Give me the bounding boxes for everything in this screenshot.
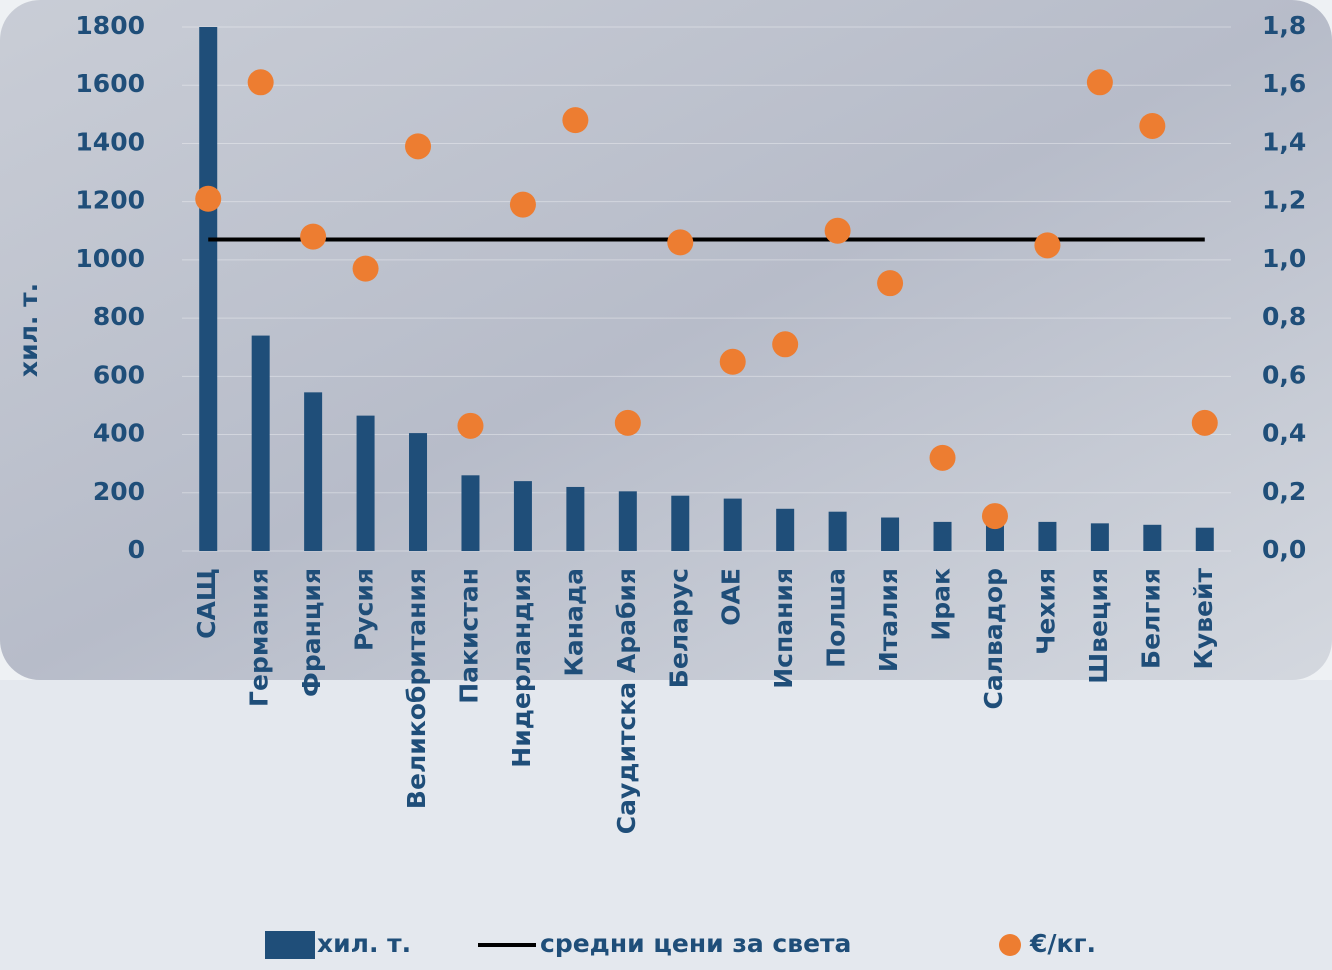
- y-tick-label: 1200: [75, 186, 145, 215]
- y2-tick-label: 1,0: [1262, 244, 1306, 273]
- y2-tick-label: 1,4: [1262, 127, 1306, 156]
- legend-label: €/кг.: [1029, 929, 1096, 958]
- y-tick-label: 0: [128, 535, 145, 564]
- x-tick-label: Пакистан: [454, 568, 483, 704]
- y-tick-label: 200: [93, 477, 145, 506]
- bar: [881, 517, 900, 551]
- legend-swatch: [265, 931, 315, 959]
- y2-tick-label: 0,0: [1262, 535, 1306, 564]
- bar: [356, 415, 375, 551]
- y-tick-label: 600: [93, 360, 145, 389]
- bar: [1038, 521, 1057, 551]
- bar: [828, 511, 847, 551]
- legend-label: хил. т.: [317, 929, 411, 958]
- price-dot: [981, 503, 1008, 530]
- price-dot: [195, 185, 222, 212]
- x-tick-label: ОАЕ: [717, 568, 746, 626]
- y-tick-label: 400: [93, 419, 145, 448]
- bar: [566, 486, 585, 551]
- x-tick-label: Великобритания: [402, 568, 431, 809]
- price-dot: [457, 412, 484, 439]
- bar: [671, 495, 690, 551]
- bar: [513, 481, 532, 551]
- bar: [723, 498, 742, 551]
- bar: [304, 392, 323, 551]
- price-dot: [824, 217, 851, 244]
- bar: [1195, 527, 1214, 551]
- bar: [1090, 523, 1109, 551]
- bar: [1143, 524, 1162, 551]
- x-tick-label: Чехия: [1031, 568, 1060, 655]
- bar: [776, 508, 795, 551]
- y2-tick-label: 0,6: [1262, 360, 1306, 389]
- price-dot: [614, 409, 641, 436]
- bar: [985, 523, 1004, 551]
- price-dot: [1034, 232, 1061, 259]
- x-tick-label: Канада: [559, 568, 588, 677]
- price-dot: [247, 69, 274, 96]
- x-tick-label: Нидерландия: [507, 568, 536, 768]
- price-dot: [719, 348, 746, 375]
- y-tick-label: 800: [93, 302, 145, 331]
- price-dot: [300, 223, 327, 250]
- y2-tick-label: 0,8: [1262, 302, 1306, 331]
- bar: [409, 433, 428, 551]
- bar: [251, 335, 270, 551]
- price-dot: [562, 107, 589, 134]
- x-tick-label: Белгия: [1136, 568, 1165, 669]
- price-dot: [772, 331, 799, 358]
- x-tick-label: Германия: [245, 568, 274, 707]
- x-tick-label: Полша: [822, 568, 851, 668]
- x-tick-label: Беларус: [664, 568, 693, 688]
- x-tick-label: САЩ: [192, 568, 221, 639]
- y-tick-label: 1400: [75, 127, 145, 156]
- price-dot: [667, 229, 694, 256]
- y-tick-label: 1600: [75, 69, 145, 98]
- y2-tick-label: 0,2: [1262, 477, 1306, 506]
- y-axis-label: хил. т.: [14, 283, 43, 377]
- x-tick-label: Испания: [769, 568, 798, 689]
- bar: [933, 521, 952, 551]
- price-dot: [1086, 69, 1113, 96]
- price-dot: [1139, 112, 1166, 139]
- bar: [461, 475, 480, 551]
- price-dot: [877, 270, 904, 297]
- y-tick-label: 1800: [75, 11, 145, 40]
- legend-swatch: [999, 934, 1021, 956]
- x-tick-label: Русия: [350, 568, 379, 651]
- y2-tick-label: 0,4: [1262, 419, 1306, 448]
- x-tick-label: Ирак: [927, 568, 956, 641]
- y2-tick-label: 1,2: [1262, 186, 1306, 215]
- y-tick-label: 1000: [75, 244, 145, 273]
- bar: [618, 491, 637, 551]
- price-dot: [352, 255, 379, 282]
- x-tick-label: Кувейт: [1189, 567, 1218, 669]
- price-dot: [929, 444, 956, 471]
- y2-tick-label: 1,8: [1262, 11, 1306, 40]
- legend-label: средни цени за света: [540, 929, 851, 958]
- x-tick-label: Франция: [297, 568, 326, 697]
- x-tick-label: Салвадор: [979, 568, 1008, 709]
- price-dot: [509, 191, 536, 218]
- x-tick-label: Швеция: [1084, 568, 1113, 684]
- price-dot: [405, 133, 432, 160]
- bar: [199, 27, 218, 551]
- y2-tick-label: 1,6: [1262, 69, 1306, 98]
- price-dot: [1191, 409, 1218, 436]
- x-tick-label: Саудитска Арабия: [612, 568, 641, 834]
- x-tick-label: Италия: [874, 568, 903, 672]
- background-lower: [0, 680, 1332, 970]
